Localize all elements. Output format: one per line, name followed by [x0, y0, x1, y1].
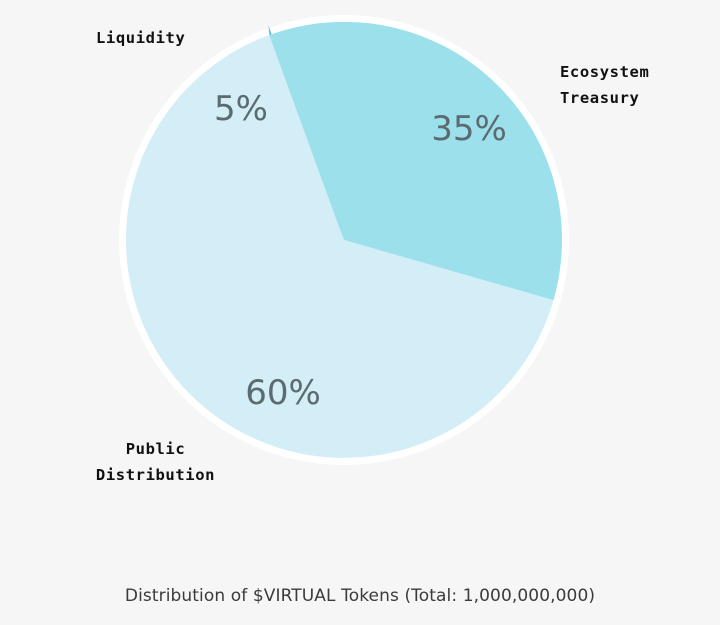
slice-value-liquidity: 5%: [214, 89, 268, 129]
slice-value-ecosystem-treasury: 35%: [431, 109, 507, 149]
pie-label-public-distribution: Public Distribution: [95, 440, 216, 484]
pie-slice-ecosystem-treasury[interactable]: [269, 21, 562, 301]
slice-value-public-distribution: 60%: [245, 373, 321, 413]
pie-label-ecosystem-treasury: Ecosystem Treasury: [560, 63, 650, 107]
pie-slice-public-distribution[interactable]: [125, 35, 554, 458]
chart-caption: Distribution of $VIRTUAL Tokens (Total: …: [124, 586, 596, 606]
pie-label-liquidity: Liquidity: [96, 29, 186, 47]
